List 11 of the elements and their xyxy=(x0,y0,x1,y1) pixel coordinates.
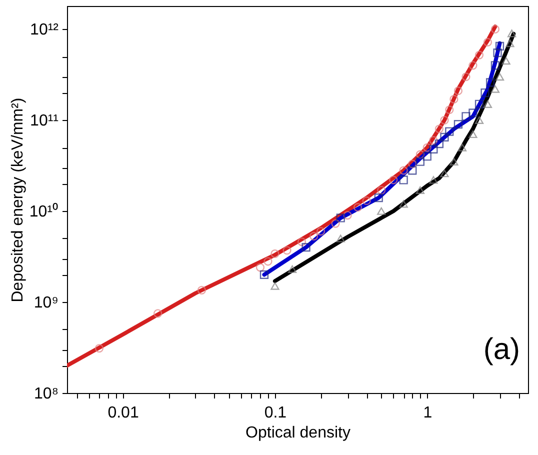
y-tick-label: 10¹¹ xyxy=(30,112,58,130)
y-tick-label: 10⁸ xyxy=(34,386,58,402)
x-axis-title: Optical density xyxy=(246,424,350,442)
y-axis-title: Deposited energy (keV/mm²) xyxy=(9,98,26,302)
y-tick-label: 10¹⁰ xyxy=(29,202,58,221)
y-tick-label: 10¹² xyxy=(30,22,60,39)
y-tick-label: 10⁹ xyxy=(34,294,58,312)
annotation: (a) xyxy=(483,333,520,366)
x-tick-label: 1 xyxy=(423,404,432,422)
x-tick-label: 0.01 xyxy=(108,404,139,422)
x-tick-label: 0.1 xyxy=(264,404,287,422)
